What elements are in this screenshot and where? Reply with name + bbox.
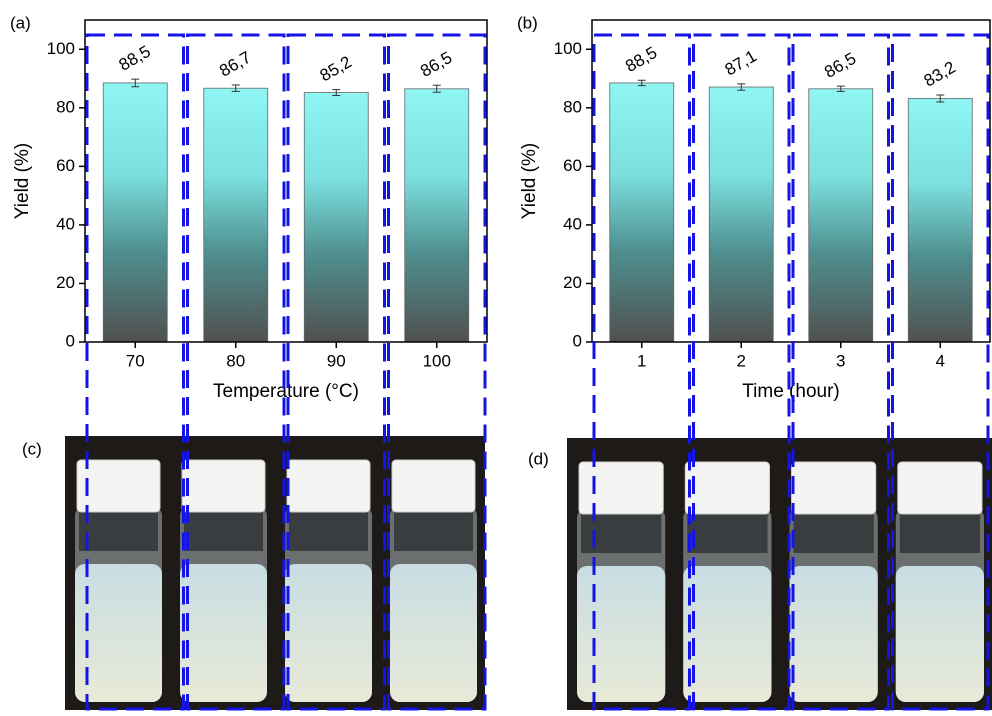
vial-liquid (683, 566, 771, 702)
y-tick-label: 40 (563, 214, 582, 233)
value-label: 86,7 (216, 48, 254, 81)
y-tick-label: 100 (47, 39, 75, 58)
panel-label: (d) (528, 449, 549, 468)
bar (103, 83, 167, 342)
vial-cap (287, 460, 370, 512)
y-tick-label: 0 (66, 331, 75, 350)
x-tick-label: 1 (637, 351, 646, 370)
vial-cap (392, 460, 475, 512)
vial-neck (900, 513, 980, 553)
vial-cap (77, 460, 160, 512)
vial-liquid (285, 564, 372, 702)
y-tick-label: 20 (56, 273, 75, 292)
vial-neck (687, 513, 767, 553)
value-label: 88,5 (116, 42, 154, 75)
x-axis-label: Temperature (°C) (213, 381, 359, 402)
panel-label: (a) (10, 13, 31, 32)
x-tick-label: 100 (423, 351, 451, 370)
vial-neck (794, 513, 874, 553)
figure: (c)(d)(a)020406080100Yield (%)88,57086,7… (0, 0, 992, 716)
x-tick-label: 90 (327, 351, 346, 370)
vial-cap (685, 462, 769, 514)
x-tick-label: 2 (737, 351, 746, 370)
y-tick-label: 60 (56, 156, 75, 175)
y-tick-label: 40 (56, 214, 75, 233)
y-axis-label: Yield (%) (519, 143, 540, 219)
vial-liquid (790, 566, 878, 702)
value-label: 83,2 (921, 58, 959, 91)
y-tick-label: 80 (563, 97, 582, 116)
vial-cap (898, 462, 982, 514)
vial-liquid (180, 564, 267, 702)
y-tick-label: 20 (563, 273, 582, 292)
vial-cap (182, 460, 265, 512)
bar (709, 87, 773, 342)
value-label: 86,5 (417, 48, 455, 81)
panel-label: (b) (517, 13, 538, 32)
panel-label: (c) (22, 439, 42, 458)
vial-neck (289, 511, 368, 551)
vial-neck (79, 511, 158, 551)
vial-cap (579, 462, 663, 514)
y-tick-label: 80 (56, 97, 75, 116)
bar (610, 83, 674, 342)
x-tick-label: 4 (936, 351, 945, 370)
vial-liquid (577, 566, 665, 702)
y-axis-label: Yield (%) (12, 143, 33, 219)
y-tick-label: 0 (573, 331, 582, 350)
bar (908, 98, 972, 342)
vial-cap (792, 462, 876, 514)
vial-neck (184, 511, 263, 551)
bar (204, 88, 268, 342)
vial-liquid (390, 564, 477, 702)
value-label: 86,5 (821, 49, 859, 82)
vial-neck (394, 511, 473, 551)
bar (405, 89, 469, 342)
y-tick-label: 60 (563, 156, 582, 175)
x-tick-label: 70 (126, 351, 145, 370)
value-label: 88,5 (622, 43, 660, 76)
bar (304, 93, 368, 342)
x-tick-label: 80 (226, 351, 245, 370)
vial-liquid (896, 566, 984, 702)
bar (809, 89, 873, 342)
x-axis-label: Time (hour) (742, 381, 839, 402)
y-tick-label: 100 (554, 39, 582, 58)
x-tick-label: 3 (836, 351, 845, 370)
value-label: 87,1 (722, 46, 760, 79)
value-label: 85,2 (317, 52, 355, 85)
